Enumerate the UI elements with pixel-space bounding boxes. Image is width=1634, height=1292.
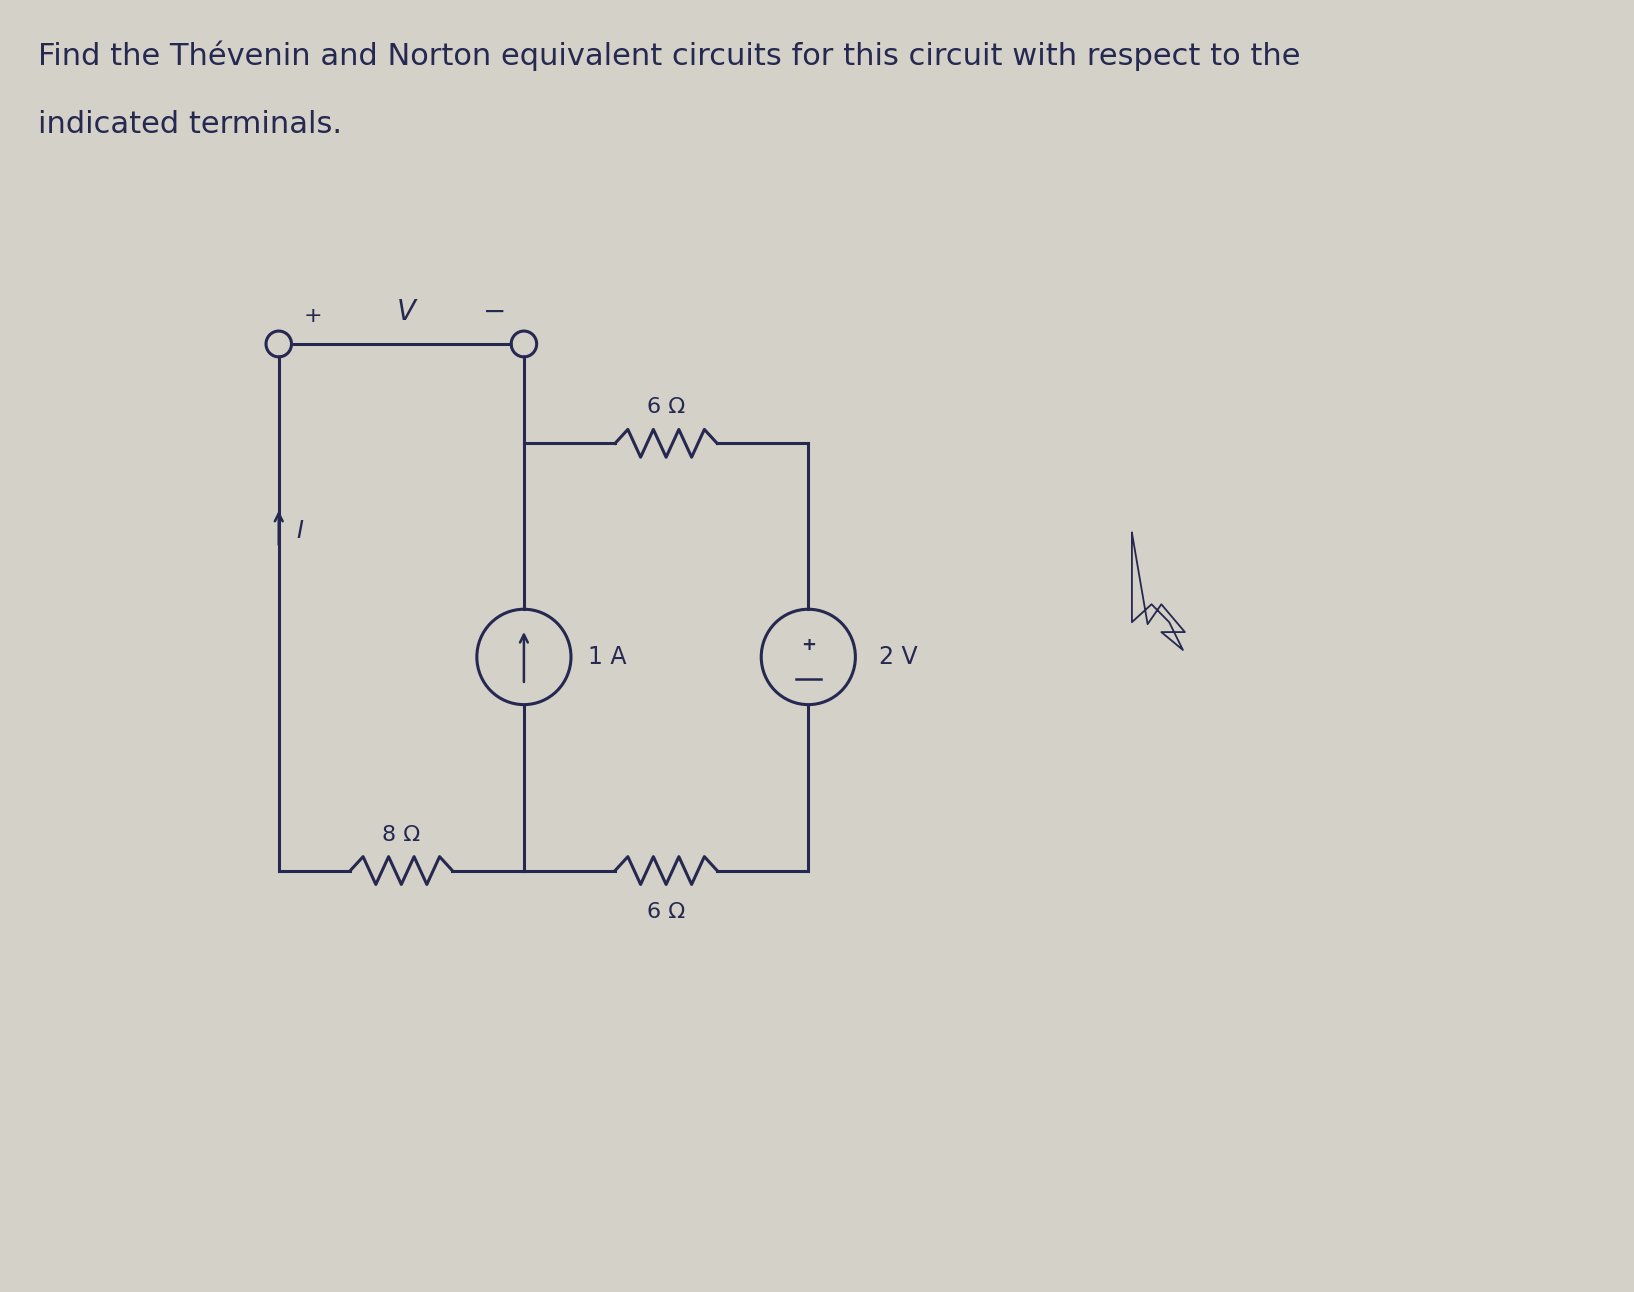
Text: I: I xyxy=(296,519,304,543)
Text: +: + xyxy=(304,306,322,326)
Circle shape xyxy=(513,333,534,355)
Text: Find the Thévenin and Norton equivalent circuits for this circuit with respect t: Find the Thévenin and Norton equivalent … xyxy=(39,41,1301,71)
Text: indicated terminals.: indicated terminals. xyxy=(39,111,343,140)
Text: −: − xyxy=(484,298,507,326)
Text: V: V xyxy=(397,298,415,326)
Text: 1 A: 1 A xyxy=(588,645,626,669)
Text: 2 V: 2 V xyxy=(879,645,918,669)
Text: 6 Ω: 6 Ω xyxy=(647,398,685,417)
Text: +: + xyxy=(801,636,815,654)
Circle shape xyxy=(268,333,289,355)
Text: 6 Ω: 6 Ω xyxy=(647,902,685,922)
Text: 8 Ω: 8 Ω xyxy=(382,824,420,845)
